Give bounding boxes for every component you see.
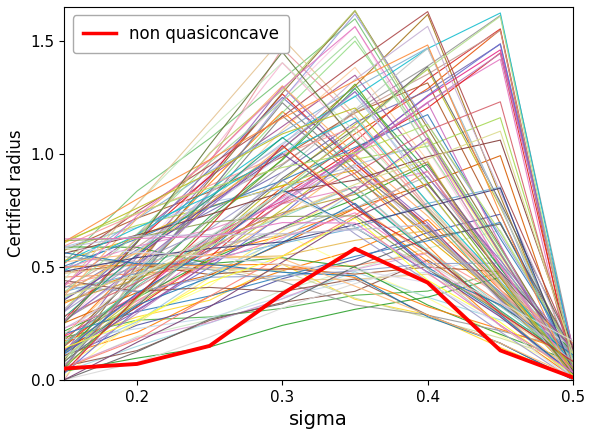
X-axis label: sigma: sigma [289, 410, 348, 429]
Legend: non quasiconcave: non quasiconcave [73, 15, 289, 53]
Y-axis label: Certified radius: Certified radius [7, 129, 25, 257]
